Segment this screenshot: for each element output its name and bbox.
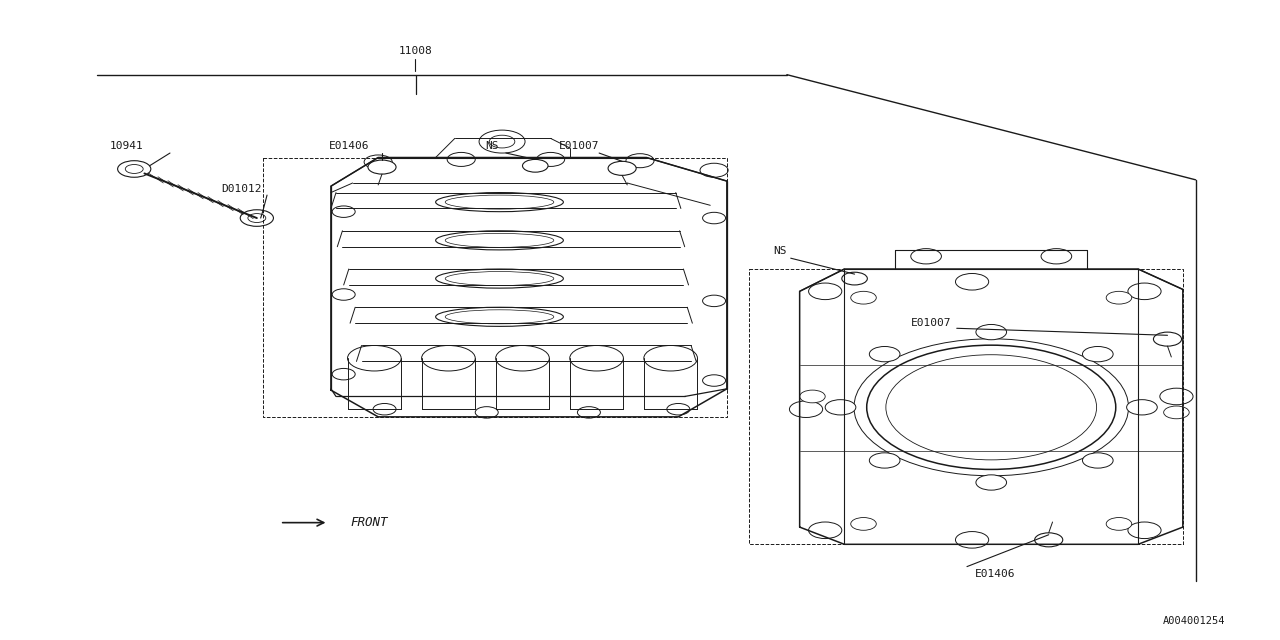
Text: A004001254: A004001254 xyxy=(1162,616,1225,626)
Circle shape xyxy=(333,369,355,380)
Circle shape xyxy=(447,152,475,166)
Circle shape xyxy=(118,161,151,177)
Text: 11008: 11008 xyxy=(398,46,433,56)
Circle shape xyxy=(1126,399,1157,415)
Circle shape xyxy=(955,532,988,548)
Circle shape xyxy=(703,295,726,307)
Circle shape xyxy=(1153,332,1181,346)
Circle shape xyxy=(869,453,900,468)
Circle shape xyxy=(826,399,856,415)
Circle shape xyxy=(626,154,654,168)
Circle shape xyxy=(367,160,396,174)
Circle shape xyxy=(333,206,355,218)
Text: D01012: D01012 xyxy=(221,184,261,194)
Text: NS: NS xyxy=(485,141,499,151)
Circle shape xyxy=(1128,283,1161,300)
Circle shape xyxy=(851,518,877,531)
Circle shape xyxy=(1041,248,1071,264)
Text: NS: NS xyxy=(773,246,787,256)
Circle shape xyxy=(1034,533,1062,547)
Circle shape xyxy=(955,273,988,290)
Circle shape xyxy=(851,291,877,304)
Circle shape xyxy=(842,272,868,285)
Text: 10941: 10941 xyxy=(110,141,143,151)
Text: E01406: E01406 xyxy=(329,141,369,151)
Circle shape xyxy=(1160,388,1193,404)
Circle shape xyxy=(364,155,392,169)
Text: E01007: E01007 xyxy=(558,141,599,151)
Circle shape xyxy=(241,210,274,227)
Circle shape xyxy=(536,152,564,166)
Circle shape xyxy=(800,390,826,403)
Text: FRONT: FRONT xyxy=(351,516,388,529)
Circle shape xyxy=(869,346,900,362)
Text: E01007: E01007 xyxy=(911,317,951,328)
Circle shape xyxy=(975,475,1006,490)
Circle shape xyxy=(479,130,525,153)
Circle shape xyxy=(1106,291,1132,304)
Circle shape xyxy=(608,161,636,175)
Circle shape xyxy=(1106,518,1132,531)
Circle shape xyxy=(703,375,726,387)
Circle shape xyxy=(975,324,1006,340)
Circle shape xyxy=(809,283,842,300)
Circle shape xyxy=(700,163,728,177)
Text: E01406: E01406 xyxy=(974,568,1015,579)
Circle shape xyxy=(1083,346,1114,362)
Circle shape xyxy=(911,248,941,264)
Circle shape xyxy=(1128,522,1161,539)
Circle shape xyxy=(703,212,726,224)
Circle shape xyxy=(333,289,355,300)
Circle shape xyxy=(790,401,823,417)
Circle shape xyxy=(1164,406,1189,419)
Circle shape xyxy=(809,522,842,539)
Circle shape xyxy=(1083,453,1114,468)
Circle shape xyxy=(522,159,548,172)
